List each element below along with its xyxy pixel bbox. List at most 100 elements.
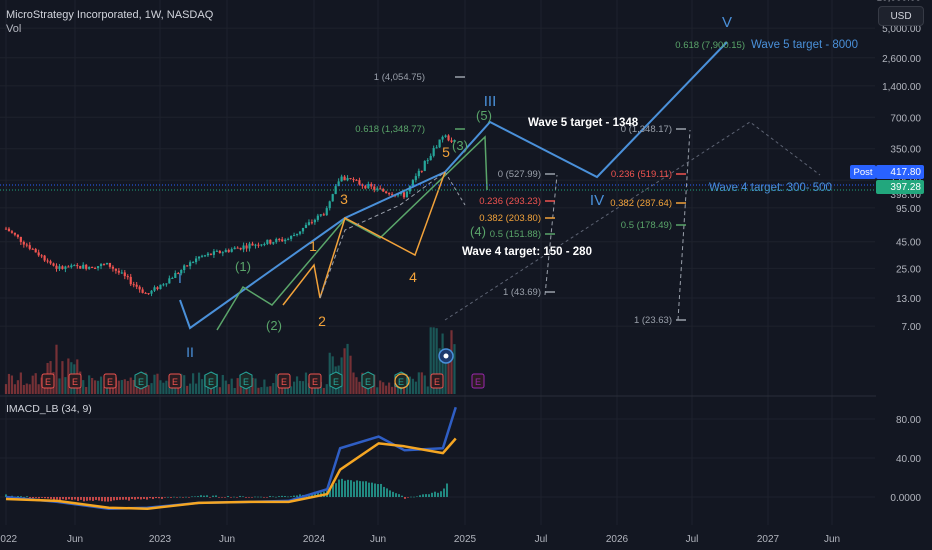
time-axis[interactable]: 2022 Jun 2023 Jun 2024 Jun 2025 Jul 2026 Jul 2027 J… bbox=[0, 534, 840, 545]
histogram-bar bbox=[275, 496, 277, 498]
candle-body bbox=[40, 255, 43, 257]
volume-bar bbox=[159, 380, 162, 394]
volume-bar bbox=[423, 375, 426, 394]
histogram-bar bbox=[164, 497, 166, 498]
histogram-bar bbox=[32, 497, 34, 499]
earnings-marker bbox=[103, 373, 117, 389]
earnings-marker bbox=[239, 371, 253, 390]
candle-body bbox=[197, 256, 201, 259]
candle-body bbox=[67, 266, 70, 268]
wave-label-III: III bbox=[484, 93, 497, 110]
candle-body bbox=[88, 266, 91, 269]
histogram-bar bbox=[386, 488, 388, 497]
volume-bar bbox=[266, 386, 269, 394]
histogram-bar bbox=[389, 490, 391, 497]
candle-body bbox=[221, 252, 224, 254]
histogram-bar bbox=[131, 497, 133, 500]
symbol-title[interactable]: MicroStrategy Incorporated, 1W, NASDAQ bbox=[6, 9, 214, 21]
candle-body bbox=[402, 192, 406, 198]
volume-bar bbox=[435, 328, 438, 394]
candle-body bbox=[120, 272, 123, 274]
volume-bar bbox=[94, 380, 97, 394]
volume-bar bbox=[16, 380, 19, 394]
histogram-bar bbox=[344, 480, 346, 497]
histogram-bar bbox=[311, 493, 313, 497]
candle-body bbox=[34, 249, 37, 253]
candle-body bbox=[171, 277, 174, 279]
volume-bar bbox=[325, 384, 328, 394]
y-tick-label: 25.00 bbox=[896, 264, 921, 275]
histogram-bar bbox=[173, 496, 175, 498]
histogram-bar bbox=[431, 492, 433, 497]
volume-bar bbox=[120, 380, 123, 394]
histogram-bar bbox=[194, 496, 196, 498]
histogram-bar bbox=[122, 497, 124, 500]
histogram-bar bbox=[152, 497, 154, 500]
candle-body bbox=[43, 255, 46, 261]
candle-body bbox=[432, 148, 435, 156]
candle-body bbox=[91, 266, 94, 269]
histogram-bar bbox=[98, 497, 100, 501]
candle-body bbox=[316, 215, 319, 220]
candle-body bbox=[162, 284, 165, 286]
histogram-bar bbox=[104, 497, 106, 502]
volume-bar bbox=[385, 385, 388, 394]
histogram-bar bbox=[350, 480, 352, 497]
volume-bar bbox=[260, 387, 263, 394]
earnings-marker bbox=[394, 371, 408, 390]
y-tick-label: 40.00 bbox=[896, 454, 921, 465]
post-value-badge bbox=[876, 165, 924, 179]
earnings-letter: E bbox=[172, 377, 178, 387]
candle-body bbox=[37, 252, 40, 256]
candle-body bbox=[298, 231, 302, 234]
y-tick-label: 0.0000 bbox=[890, 493, 921, 504]
volume-bar bbox=[141, 384, 144, 394]
histogram-bar bbox=[245, 497, 247, 498]
histogram-bar bbox=[185, 496, 187, 498]
candle-body bbox=[22, 241, 25, 245]
volume-bar bbox=[290, 386, 293, 394]
volume-bar bbox=[382, 382, 385, 394]
y-tick-label: 80.00 bbox=[896, 415, 921, 426]
histogram-bar bbox=[134, 497, 136, 500]
histogram-bar bbox=[377, 484, 379, 497]
histogram-bar bbox=[113, 497, 115, 501]
histogram-bar bbox=[53, 497, 55, 501]
price-axis[interactable]: 10,000.00 5,000.00 2,600.00 1,400.00 700.00 3… bbox=[876, 0, 932, 550]
volume-bar bbox=[224, 380, 227, 394]
fib-label: 0.382 (203.80) bbox=[479, 213, 541, 224]
currency-button[interactable]: USD bbox=[878, 6, 924, 26]
volume-bar bbox=[25, 383, 28, 394]
candle-body bbox=[4, 228, 8, 230]
volume-bar bbox=[117, 380, 120, 394]
fib-label: 0.5 (151.88) bbox=[490, 229, 541, 240]
volume-bar bbox=[4, 384, 8, 394]
histogram-bar bbox=[404, 497, 406, 499]
candle-body bbox=[304, 224, 308, 228]
x-tick-label: Jun bbox=[67, 534, 83, 545]
histogram-bar bbox=[353, 481, 355, 497]
histogram-bar bbox=[437, 492, 439, 497]
projection-dash-line bbox=[444, 121, 821, 321]
earnings-marker bbox=[134, 371, 148, 390]
candle-body bbox=[295, 233, 299, 236]
histogram-bar bbox=[65, 497, 67, 500]
indicator-label[interactable]: IMACD_LB (34, 9) bbox=[6, 403, 92, 415]
candle-body bbox=[284, 239, 287, 242]
fib-label: 1 (43.69) bbox=[503, 287, 541, 298]
histogram-bar bbox=[254, 496, 256, 498]
candle-body bbox=[147, 293, 150, 295]
hidden-value-text: 398.00 bbox=[890, 190, 921, 201]
fib-label: 0.618 (7,900.15) bbox=[675, 40, 745, 51]
volume-bar bbox=[352, 372, 355, 394]
histogram-bar bbox=[203, 495, 205, 497]
earnings-marker bbox=[308, 373, 322, 389]
histogram-bar bbox=[398, 494, 400, 497]
histogram-bar bbox=[440, 491, 442, 497]
signal-line bbox=[5, 437, 457, 510]
candle-body bbox=[183, 265, 186, 270]
candle-body bbox=[105, 262, 109, 265]
volume-bar bbox=[19, 372, 22, 394]
